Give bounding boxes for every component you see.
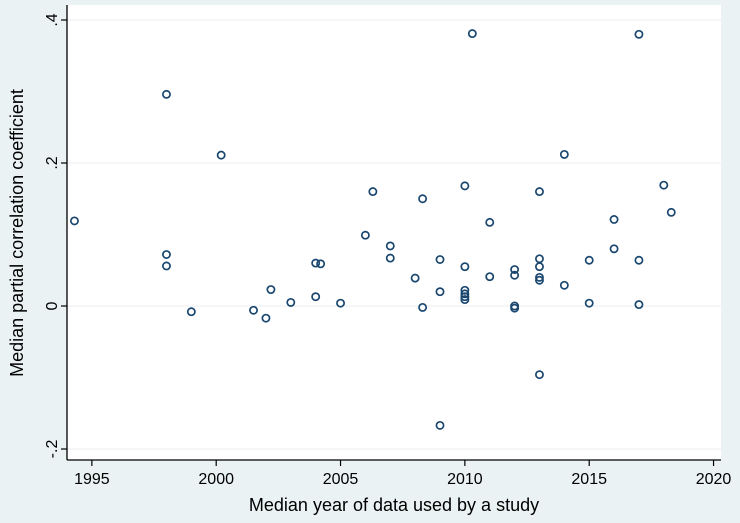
y-axis-title: Median partial correlation coefficient	[7, 89, 27, 377]
data-point	[336, 298, 345, 308]
data-point	[609, 244, 619, 254]
x-tick-label: 1995	[74, 471, 110, 488]
data-point	[70, 216, 79, 226]
plot-area	[67, 5, 721, 460]
data-point	[666, 207, 676, 217]
data-point	[410, 273, 420, 283]
data-point	[261, 313, 271, 323]
data-point	[460, 262, 470, 272]
data-point	[266, 285, 276, 295]
y-tick-label: 0	[44, 301, 61, 310]
data-point	[659, 180, 669, 190]
data-point	[249, 305, 258, 315]
data-point	[286, 297, 296, 307]
data-point	[435, 420, 445, 430]
x-tick-label: 2000	[198, 471, 234, 488]
data-point	[311, 258, 321, 268]
data-point	[634, 29, 644, 39]
data-point	[485, 272, 495, 282]
x-tick-label: 2015	[571, 471, 607, 488]
data-point	[460, 181, 470, 191]
data-point	[584, 255, 594, 265]
data-point	[485, 217, 495, 227]
data-point	[510, 265, 520, 274]
x-tick-label: 2005	[323, 471, 359, 488]
data-point	[435, 287, 445, 297]
data-point	[535, 187, 544, 197]
data-point	[584, 298, 594, 308]
data-point	[460, 295, 470, 305]
data-point	[510, 303, 520, 313]
data-point	[316, 259, 326, 269]
y-tick-label: .2	[44, 156, 61, 169]
data-point	[435, 255, 445, 264]
data-point	[467, 29, 477, 39]
data-point	[535, 262, 544, 272]
data-point	[559, 149, 569, 159]
data-point	[162, 89, 171, 99]
data-point	[186, 307, 196, 317]
data-point	[418, 194, 428, 204]
gridlines	[67, 19, 721, 450]
y-tick-label: .4	[44, 13, 61, 26]
data-point	[535, 272, 544, 282]
data-point	[535, 370, 544, 380]
x-axis-title: Median year of data used by a study	[249, 495, 539, 515]
data-points	[70, 29, 676, 430]
data-point	[634, 255, 644, 265]
data-point	[385, 241, 395, 251]
data-point	[360, 230, 370, 240]
data-point	[162, 261, 171, 271]
data-point	[460, 292, 470, 302]
data-point	[368, 187, 378, 197]
data-point	[311, 292, 321, 302]
data-point	[216, 150, 226, 160]
data-point	[460, 289, 470, 299]
data-point	[510, 270, 520, 280]
data-point	[634, 300, 644, 310]
y-tick-label: -.2	[44, 440, 61, 459]
data-point	[162, 250, 171, 259]
data-point	[609, 215, 619, 224]
x-tick-label: 2010	[447, 471, 483, 488]
data-point	[559, 280, 569, 290]
data-point	[418, 302, 428, 312]
data-point	[535, 275, 544, 285]
data-point	[385, 253, 395, 263]
x-axis-ticks: 1995 2000 2005 2010 2015 2020	[74, 460, 731, 488]
x-tick-label: 2020	[696, 471, 732, 488]
y-axis-ticks: -.2 0 .2 .4	[44, 13, 67, 458]
